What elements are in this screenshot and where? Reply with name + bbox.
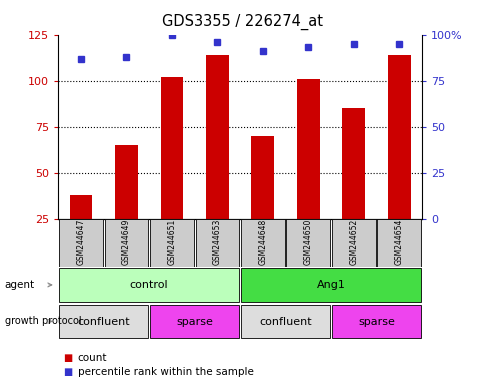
Bar <box>251 136 273 219</box>
Bar <box>241 268 420 302</box>
Bar <box>59 268 239 302</box>
Bar <box>296 79 319 219</box>
Text: growth protocol: growth protocol <box>5 316 81 326</box>
Text: control: control <box>130 280 168 290</box>
Text: sparse: sparse <box>176 316 212 327</box>
Bar <box>115 145 137 219</box>
Text: ■: ■ <box>63 367 72 377</box>
Text: ■: ■ <box>63 353 72 363</box>
Bar <box>150 305 239 338</box>
Text: GSM244652: GSM244652 <box>348 219 358 265</box>
Bar <box>241 305 330 338</box>
Bar <box>331 219 375 267</box>
Text: GSM244653: GSM244653 <box>212 219 221 265</box>
Text: percentile rank within the sample: percentile rank within the sample <box>77 367 253 377</box>
Text: sparse: sparse <box>357 316 394 327</box>
Text: GSM244648: GSM244648 <box>258 219 267 265</box>
Bar <box>195 219 239 267</box>
Text: GSM244654: GSM244654 <box>394 219 403 265</box>
Bar <box>59 305 148 338</box>
Bar <box>160 77 183 219</box>
Bar <box>377 219 420 267</box>
Bar <box>342 108 364 219</box>
Text: GSM244650: GSM244650 <box>303 219 312 265</box>
Text: count: count <box>77 353 107 363</box>
Text: GDS3355 / 226274_at: GDS3355 / 226274_at <box>162 13 322 30</box>
Bar <box>69 195 92 219</box>
Text: GSM244651: GSM244651 <box>167 219 176 265</box>
Text: agent: agent <box>5 280 35 290</box>
Bar <box>331 305 420 338</box>
Text: Ang1: Ang1 <box>316 280 345 290</box>
Bar <box>105 219 148 267</box>
Text: confluent: confluent <box>77 316 130 327</box>
Text: GSM244649: GSM244649 <box>121 219 131 265</box>
Bar <box>206 55 228 219</box>
Text: confluent: confluent <box>258 316 311 327</box>
Text: GSM244647: GSM244647 <box>76 219 85 265</box>
Bar <box>286 219 330 267</box>
Bar <box>387 55 410 219</box>
Bar <box>241 219 284 267</box>
Bar <box>59 219 103 267</box>
Bar <box>150 219 193 267</box>
